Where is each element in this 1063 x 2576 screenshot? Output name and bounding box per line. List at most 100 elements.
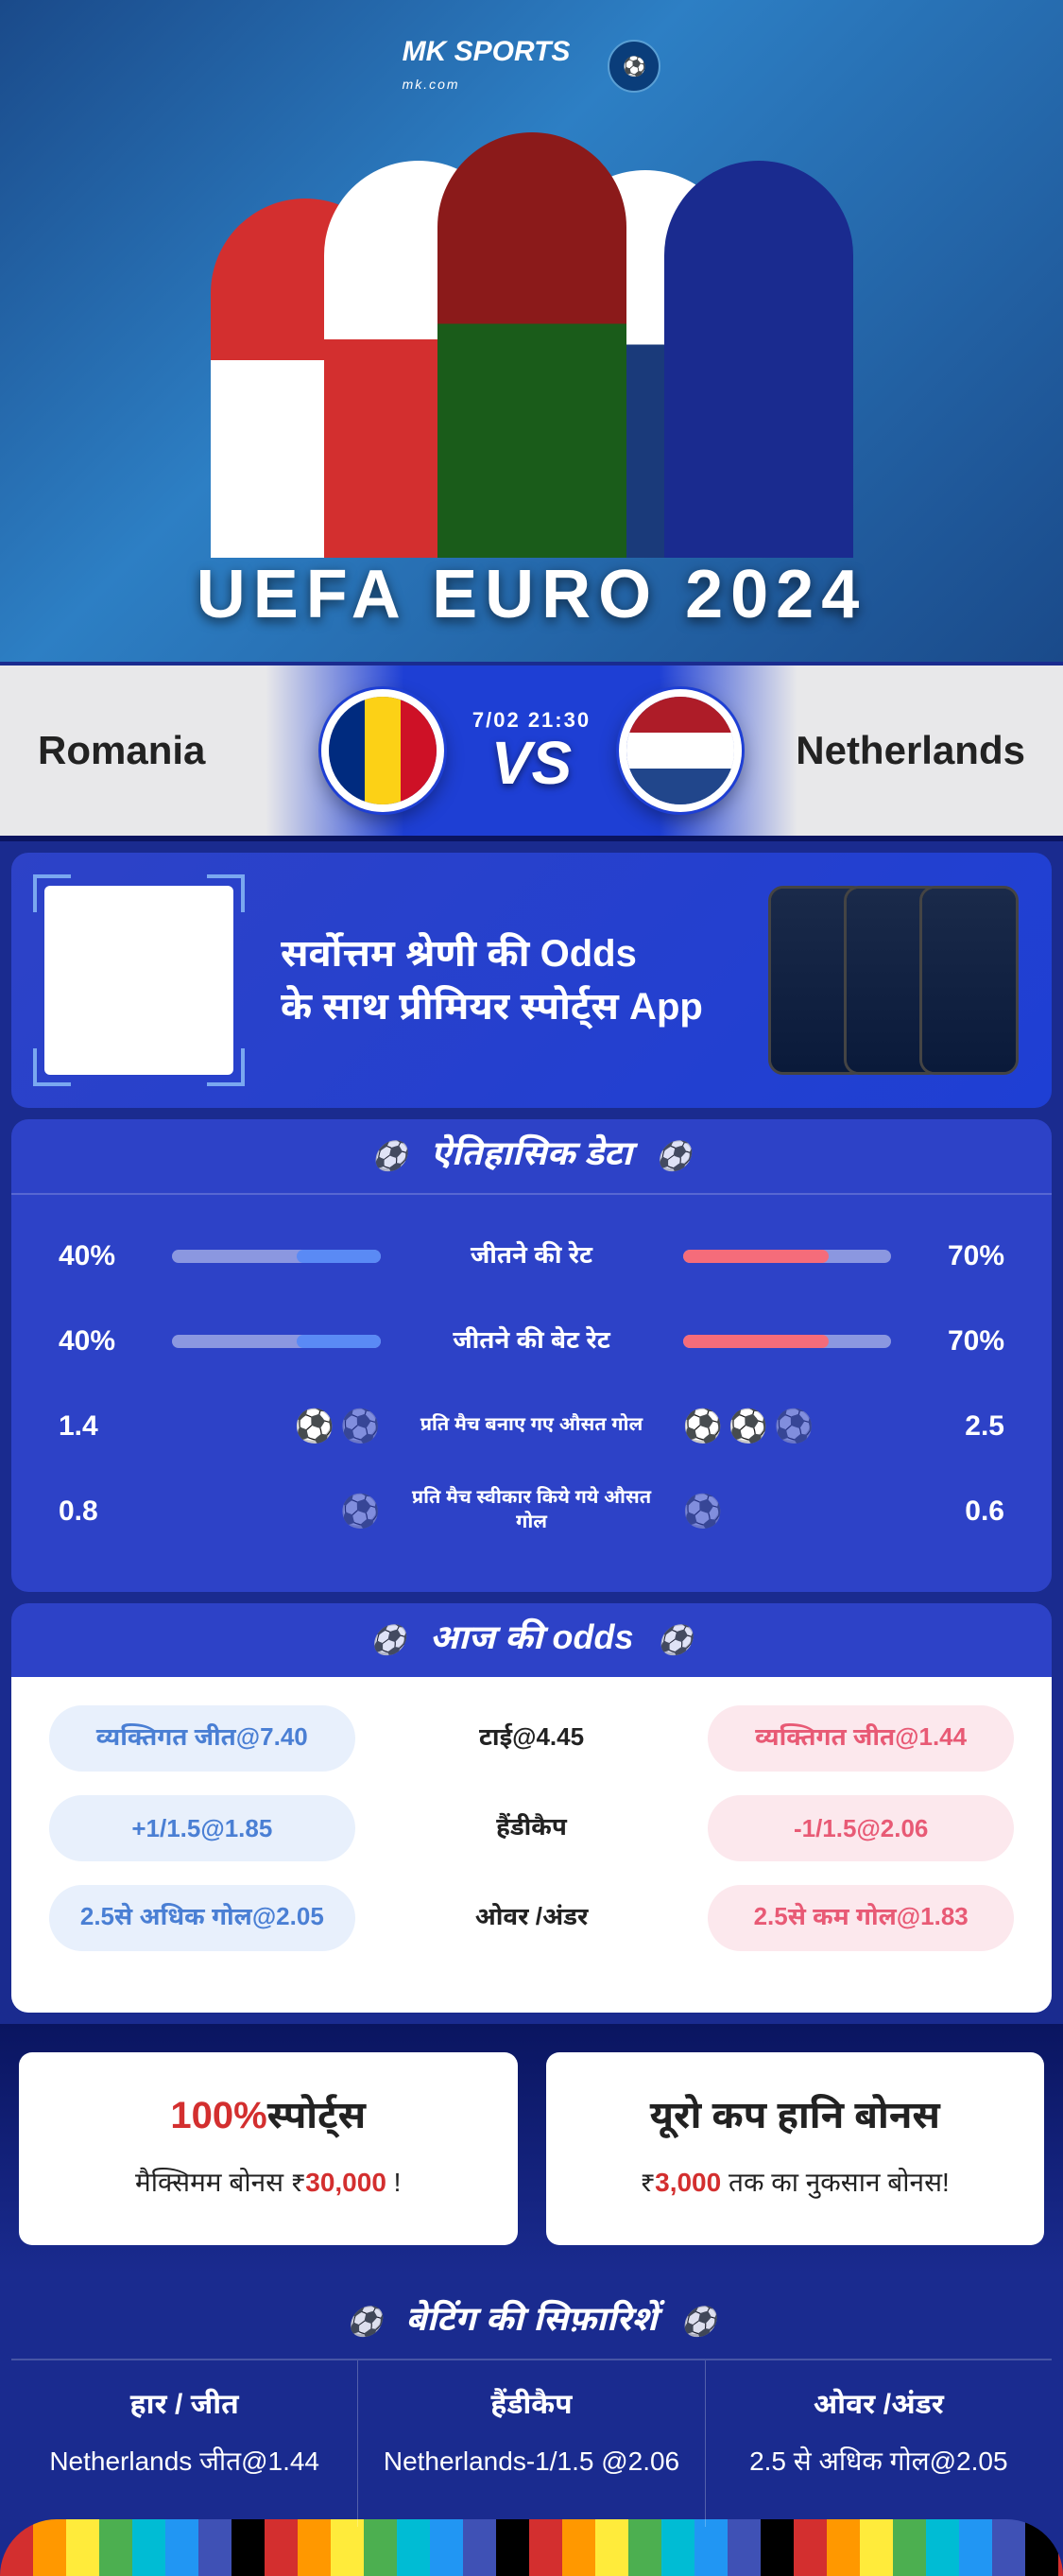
stat-home-value: 1.4 xyxy=(59,1410,153,1443)
bonus-sub-prefix: मैक्सिमम बोनस ₹ xyxy=(135,2168,305,2197)
home-flag-icon xyxy=(321,689,444,812)
rec-title: ओवर /अंडर xyxy=(720,2389,1037,2426)
stat-home-bar xyxy=(172,1335,381,1348)
brand-name: MK xyxy=(403,36,447,67)
rec-value: 2.5 से अधिक गोल@2.05 xyxy=(720,2443,1037,2480)
recs-grid: हार / जीत Netherlands जीत@1.44 हैंडीकैप Net… xyxy=(11,2360,1052,2527)
odds-body: व्यक्तिगत जीत@7.40 टाई@4.45 व्यक्तिगत जीत@… xyxy=(11,1677,1052,2013)
bonus-sub-suffix: तक का नुकसान बोनस! xyxy=(721,2168,950,2197)
stat-row: 40% जीतने की रेट 70% xyxy=(59,1214,1004,1299)
stat-away-value: 2.5 xyxy=(910,1410,1004,1443)
bonus-card-sports[interactable]: 100%स्पोर्ट्स मैक्सिमम बोनस ₹30,000 ! xyxy=(19,2052,518,2245)
odds-home-pill[interactable]: व्यक्तिगत जीत@7.40 xyxy=(49,1705,355,1772)
todays-odds-section: ⚽ आज की odds ⚽ व्यक्तिगत जीत@7.40 टाई@4.4… xyxy=(11,1603,1052,2013)
stat-label: प्रति मैच स्वीकार किये गये औसत गोल xyxy=(400,1487,664,1536)
odds-title: आज की odds xyxy=(429,1617,633,1663)
goal-icons: ⚽⚽ xyxy=(172,1408,381,1445)
hero-title: UEFA EURO 2024 xyxy=(197,556,867,633)
odds-away-pill[interactable]: व्यक्तिगत जीत@1.44 xyxy=(708,1705,1014,1772)
goal-icons: ⚽⚽⚽ xyxy=(683,1408,892,1445)
historical-title: ऐतिहासिक डेटा xyxy=(431,1133,632,1179)
hero-banner: MK SPORTS mk.com ⚽ UEFA EURO 2024 xyxy=(0,0,1063,662)
stat-home-value: 0.8 xyxy=(59,1495,153,1528)
brand-logo: MK SPORTS mk.com xyxy=(403,38,571,95)
stat-away-bar xyxy=(683,1250,892,1263)
stat-home-value: 40% xyxy=(59,1325,153,1357)
odds-away-pill[interactable]: -1/1.5@2.06 xyxy=(708,1795,1014,1861)
promo-line1: सर्वोत्तम श्रेणी की Odds xyxy=(281,933,637,975)
odds-home-pill[interactable]: 2.5से अधिक गोल@2.05 xyxy=(49,1885,355,1951)
rec-column[interactable]: हैंडीकैप Netherlands-1/1.5 @2.06 xyxy=(358,2360,705,2527)
home-team-name: Romania xyxy=(38,728,302,773)
bonus-pct: 100% xyxy=(170,2095,266,2136)
recs-header: ⚽ बेटिंग की सिफ़ारिशें ⚽ xyxy=(11,2285,1052,2360)
rec-value: Netherlands-1/1.5 @2.06 xyxy=(372,2443,690,2480)
away-team-name: Netherlands xyxy=(761,728,1025,773)
stat-row: 1.4 ⚽⚽ प्रति मैच बनाए गए औसत गोल ⚽⚽⚽ 2.5 xyxy=(59,1384,1004,1469)
stat-row: 40% जीतने की बेट रेट 70% xyxy=(59,1299,1004,1384)
bonus-cards: 100%स्पोर्ट्स मैक्सिमम बोनस ₹30,000 ! यू… xyxy=(0,2024,1063,2273)
matchup-bar: Romania 7/02 21:30 VS Netherlands xyxy=(0,662,1063,841)
stat-label: प्रति मैच बनाए गए औसत गोल xyxy=(400,1414,664,1439)
club-badge-icon: ⚽ xyxy=(608,40,660,93)
vs-block: 7/02 21:30 VS xyxy=(472,708,591,793)
bonus-sub-value: 30,000 xyxy=(305,2168,386,2197)
rec-title: हैंडीकैप xyxy=(372,2389,690,2426)
odds-home-pill[interactable]: +1/1.5@1.85 xyxy=(49,1795,355,1861)
bonus-sub-prefix: ₹ xyxy=(641,2168,655,2197)
app-promo-section[interactable]: सर्वोत्तम श्रेणी की Odds के साथ प्रीमियर… xyxy=(11,853,1052,1108)
ball-icon: ⚽ xyxy=(658,1624,693,1657)
bonus-title-rest: स्पोर्ट्स xyxy=(267,2095,366,2136)
stat-away-value: 0.6 xyxy=(910,1495,1004,1528)
odds-row: +1/1.5@1.85 हैंडीकैप -1/1.5@2.06 xyxy=(49,1795,1014,1861)
qr-code[interactable] xyxy=(44,886,233,1075)
odds-center-label: ओवर /अंडर xyxy=(379,1885,685,1951)
vs-text: VS xyxy=(472,733,591,793)
footer-stripe xyxy=(0,2519,1063,2576)
rec-column[interactable]: ओवर /अंडर 2.5 से अधिक गोल@2.05 xyxy=(706,2360,1052,2527)
players-artwork xyxy=(0,161,1063,558)
rec-column[interactable]: हार / जीत Netherlands जीत@1.44 xyxy=(11,2360,358,2527)
stat-away-bar xyxy=(683,1335,892,1348)
phone-mockups xyxy=(792,886,1019,1075)
bonus-sub-suffix: ! xyxy=(386,2168,402,2197)
odds-header: ⚽ आज की odds ⚽ xyxy=(11,1603,1052,1679)
odds-row: व्यक्तिगत जीत@7.40 टाई@4.45 व्यक्तिगत जीत@… xyxy=(49,1705,1014,1772)
promo-text: सर्वोत्तम श्रेणी की Odds के साथ प्रीमियर… xyxy=(262,927,763,1033)
bonus-card-title: यूरो कप हानि बोनस xyxy=(579,2095,1012,2144)
betting-recs-section: ⚽ बेटिंग की सिफ़ारिशें ⚽ हार / जीत Nether… xyxy=(11,2285,1052,2527)
stats-body: 40% जीतने की रेट 70% 40% जीतने की बेट रेट 70%… xyxy=(11,1195,1052,1592)
ball-icon: ⚽ xyxy=(347,2306,382,2339)
brand-sub: mk.com xyxy=(403,77,460,92)
stat-home-value: 40% xyxy=(59,1240,153,1272)
promo-line2: के साथ प्रीमियर स्पोर्ट्स App xyxy=(281,986,703,1028)
stat-row: 0.8 ⚽ प्रति मैच स्वीकार किये गये औसत गोल ⚽ 0… xyxy=(59,1469,1004,1554)
stat-away-value: 70% xyxy=(910,1325,1004,1357)
rec-value: Netherlands जीत@1.44 xyxy=(26,2443,343,2480)
recs-title: बेटिंग की सिफ़ारिशें xyxy=(405,2299,657,2344)
stat-label: जीतने की बेट रेट xyxy=(400,1325,664,1358)
brand-row: MK SPORTS mk.com ⚽ xyxy=(403,38,661,95)
odds-row: 2.5से अधिक गोल@2.05 ओवर /अंडर 2.5से कम गोल… xyxy=(49,1885,1014,1951)
bonus-card-title: 100%स्पोर्ट्स xyxy=(52,2095,485,2144)
rec-title: हार / जीत xyxy=(26,2389,343,2426)
stat-home-bar xyxy=(172,1250,381,1263)
odds-center-label: हैंडीकैप xyxy=(379,1795,685,1861)
bonus-card-euro[interactable]: यूरो कप हानि बोनस ₹3,000 तक का नुकसान बो… xyxy=(546,2052,1045,2245)
goal-icons: ⚽ xyxy=(683,1493,892,1530)
odds-center-label: टाई@4.45 xyxy=(379,1705,685,1772)
matchup-center: 7/02 21:30 VS xyxy=(321,689,742,812)
bonus-card-sub: ₹3,000 तक का नुकसान बोनस! xyxy=(579,2168,1012,2203)
bonus-card-sub: मैक्सिमम बोनस ₹30,000 ! xyxy=(52,2168,485,2203)
ball-icon: ⚽ xyxy=(681,2306,716,2339)
ball-icon: ⚽ xyxy=(372,1140,407,1173)
bonus-sub-value: 3,000 xyxy=(655,2168,721,2197)
ball-icon: ⚽ xyxy=(656,1140,691,1173)
goal-icons: ⚽ xyxy=(172,1493,381,1530)
historical-data-section: ⚽ ऐतिहासिक डेटा ⚽ 40% जीतने की रेट 70% 40% ज… xyxy=(11,1119,1052,1592)
stat-label: जीतने की रेट xyxy=(400,1240,664,1273)
brand-tag: SPORTS xyxy=(454,36,571,67)
ball-icon: ⚽ xyxy=(370,1624,405,1657)
stat-away-value: 70% xyxy=(910,1240,1004,1272)
odds-away-pill[interactable]: 2.5से कम गोल@1.83 xyxy=(708,1885,1014,1951)
